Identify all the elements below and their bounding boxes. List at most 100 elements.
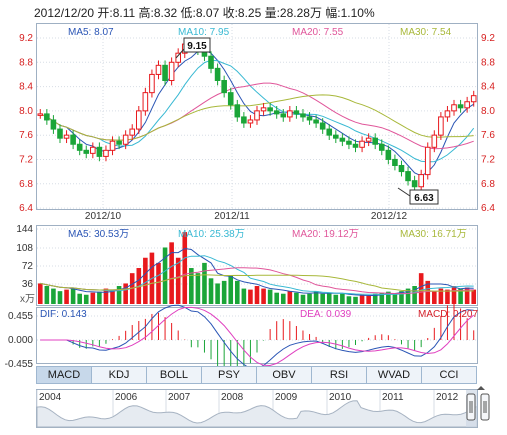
price-candle <box>70 134 76 145</box>
volume-bar <box>156 262 161 304</box>
price-y-tick-left: 9.2 <box>19 33 33 44</box>
price-y-tick-right: 6.4 <box>481 203 495 214</box>
volume-ma-label: MA20: 19.12万 <box>292 229 359 240</box>
volume-bar <box>103 288 109 304</box>
high-callout-box <box>183 37 211 53</box>
volume-bar <box>346 296 352 304</box>
volume-ma-line <box>40 274 474 292</box>
price-candle <box>247 119 254 124</box>
price-candle <box>398 165 405 173</box>
volume-bar <box>425 280 431 304</box>
price-candle <box>470 95 477 103</box>
volume-bar <box>228 275 234 304</box>
price-candle <box>313 119 319 124</box>
volume-bar <box>162 247 168 304</box>
volume-bar <box>333 294 339 304</box>
price-candle <box>50 119 57 130</box>
price-y-tick-left: 8.8 <box>19 57 33 68</box>
volume-ma-label: MA30: 16.71万 <box>400 229 467 240</box>
volume-bar <box>274 292 279 304</box>
macd-line <box>40 306 475 367</box>
timeline-left-handle[interactable] <box>466 393 476 421</box>
price-candle <box>135 110 142 130</box>
price-candle <box>280 113 287 118</box>
timeline-year: 2011 <box>382 392 404 403</box>
price-y-tick-right: 8.0 <box>481 106 495 117</box>
volume-bar <box>300 294 306 304</box>
tab-macd[interactable]: MACD <box>37 367 92 383</box>
price-y-tick-right: 9.2 <box>481 33 495 44</box>
volume-bar <box>458 288 463 304</box>
price-candle <box>116 140 122 145</box>
volume-bar <box>248 289 253 304</box>
price-y-tick-right: 8.8 <box>481 57 495 68</box>
volume-bar <box>471 289 477 304</box>
price-y-tick-left: 6.8 <box>19 179 33 190</box>
price-candle <box>273 110 280 115</box>
volume-bar <box>97 291 102 304</box>
price-candle <box>365 137 372 142</box>
price-candle <box>83 149 90 154</box>
tab-psy[interactable]: PSY <box>202 367 257 383</box>
volume-bar <box>379 292 385 304</box>
timeline-right-handle[interactable] <box>480 393 490 421</box>
volume-bar <box>399 291 404 304</box>
volume-bar <box>340 293 345 304</box>
price-candle <box>208 55 214 69</box>
price-candle <box>411 180 418 188</box>
price-candle <box>300 113 306 118</box>
tab-boll[interactable]: BOLL <box>147 367 202 383</box>
volume-bar <box>116 286 122 304</box>
price-candle <box>227 92 234 106</box>
volume-ma-label: MA10: 25.38万 <box>178 229 245 240</box>
price-candle <box>267 107 273 112</box>
price-candle <box>326 128 333 136</box>
macd-y-tick: 0.000 <box>8 335 33 346</box>
price-y-tick-left: 7.6 <box>19 130 33 141</box>
price-candle <box>451 104 457 112</box>
volume-bar <box>326 292 332 304</box>
price-y-tick-right: 6.8 <box>481 179 495 190</box>
volume-bar <box>175 257 181 304</box>
price-candle <box>260 107 267 112</box>
price-candle <box>333 134 339 139</box>
price-candle <box>352 143 359 148</box>
volume-bar <box>83 294 89 304</box>
volume-bar <box>438 288 444 304</box>
price-candle <box>372 137 379 145</box>
price-candle <box>96 146 103 157</box>
price-candle <box>168 61 175 81</box>
price-candle <box>76 143 83 151</box>
price-candle <box>149 73 155 94</box>
volume-bar <box>221 280 227 304</box>
volume-unit: x万 <box>20 294 35 305</box>
timeline-year: 2004 <box>39 392 62 403</box>
price-candle <box>162 64 168 81</box>
price-candle <box>424 146 431 176</box>
tab-cci[interactable]: CCI <box>439 369 459 381</box>
price-y-tick-right: 7.6 <box>481 130 495 141</box>
volume-bar <box>143 257 148 304</box>
volume-bar <box>37 283 43 304</box>
volume-bar <box>77 293 82 304</box>
tab-obv[interactable]: OBV <box>257 367 312 383</box>
volume-bar <box>254 286 260 304</box>
tab-wvad[interactable]: WVAD <box>367 367 422 383</box>
volume-bar <box>464 287 470 304</box>
tab-rsi[interactable]: RSI <box>312 367 367 383</box>
price-candle <box>385 149 392 160</box>
price-candle <box>287 110 293 118</box>
price-y-tick-left: 7.2 <box>19 155 33 166</box>
volume-bar <box>110 289 115 304</box>
volume-bar <box>287 291 293 304</box>
volume-bar <box>51 288 56 304</box>
price-candle <box>234 104 241 118</box>
volume-bar <box>412 286 417 304</box>
timeline-scroll-arrow[interactable] <box>477 386 485 390</box>
tab-kdj[interactable]: KDJ <box>92 367 147 383</box>
price-candle <box>418 174 424 188</box>
volume-bar <box>202 262 207 304</box>
volume-bar <box>280 293 286 304</box>
price-candle <box>378 143 385 151</box>
